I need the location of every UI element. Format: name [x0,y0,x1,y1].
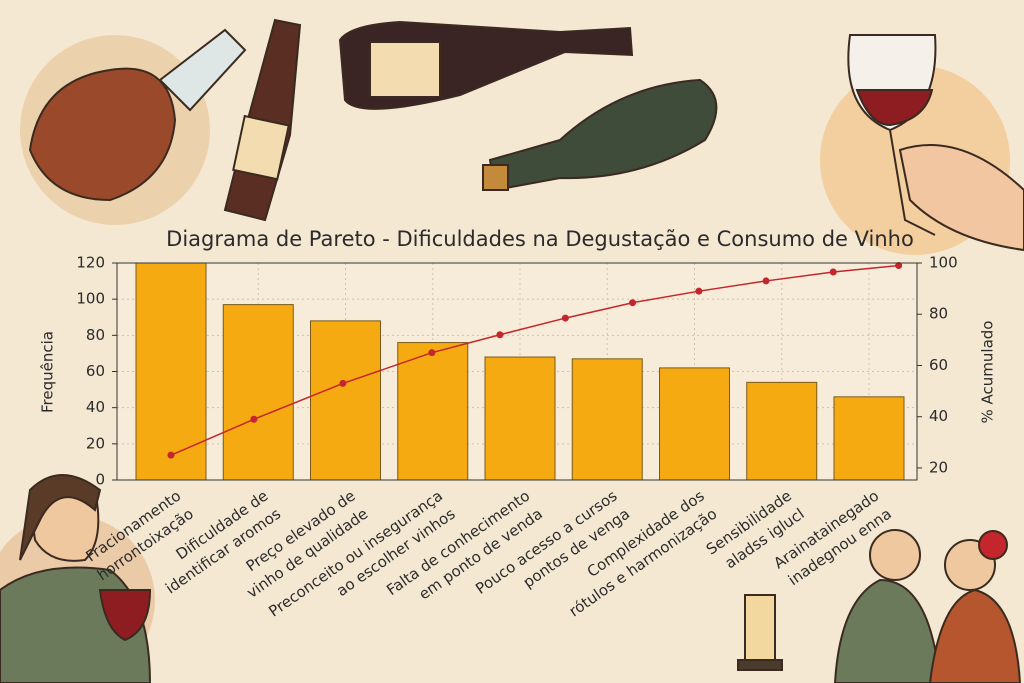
y2-tick-label: 100 [929,254,958,272]
cumulative-point [561,314,569,322]
cumulative-point [167,451,175,459]
y-tick-label: 0 [95,471,105,489]
plot-frame [116,262,918,481]
cumulative-point [895,262,903,270]
y-tick-label: 60 [86,362,105,380]
cumulative-point [629,299,637,307]
y-tick-label: 120 [76,254,105,272]
y-tick-label: 80 [86,326,105,344]
bar [222,304,294,481]
cumulative-point [695,287,703,295]
cumulative-point [762,277,770,285]
bar [310,320,381,481]
chart-title: Diagrama de Pareto - Dificuldades na Deg… [166,227,914,251]
bar [659,367,730,481]
y-tick-label: 20 [86,434,105,452]
y2-tick-label: 40 [929,407,948,425]
y2-tick-label: 60 [929,356,948,374]
cumulative-point [339,379,347,387]
y2-axis-label: % Acumulado [979,321,997,424]
y-tick-label: 100 [76,290,105,308]
y-axis-label: Frequência [39,331,57,413]
y-tick-label: 40 [86,398,105,416]
cumulative-point [829,268,837,276]
y2-tick-label: 80 [929,305,948,323]
bar [135,262,207,481]
cumulative-point [250,415,258,423]
bar [746,381,818,481]
y2-tick-label: 20 [929,458,948,476]
bar [397,342,469,481]
cumulative-point [496,331,504,339]
bar [833,396,905,481]
bar [571,358,643,481]
decoration [0,18,1024,683]
cumulative-point [428,349,436,357]
bar [484,356,556,481]
